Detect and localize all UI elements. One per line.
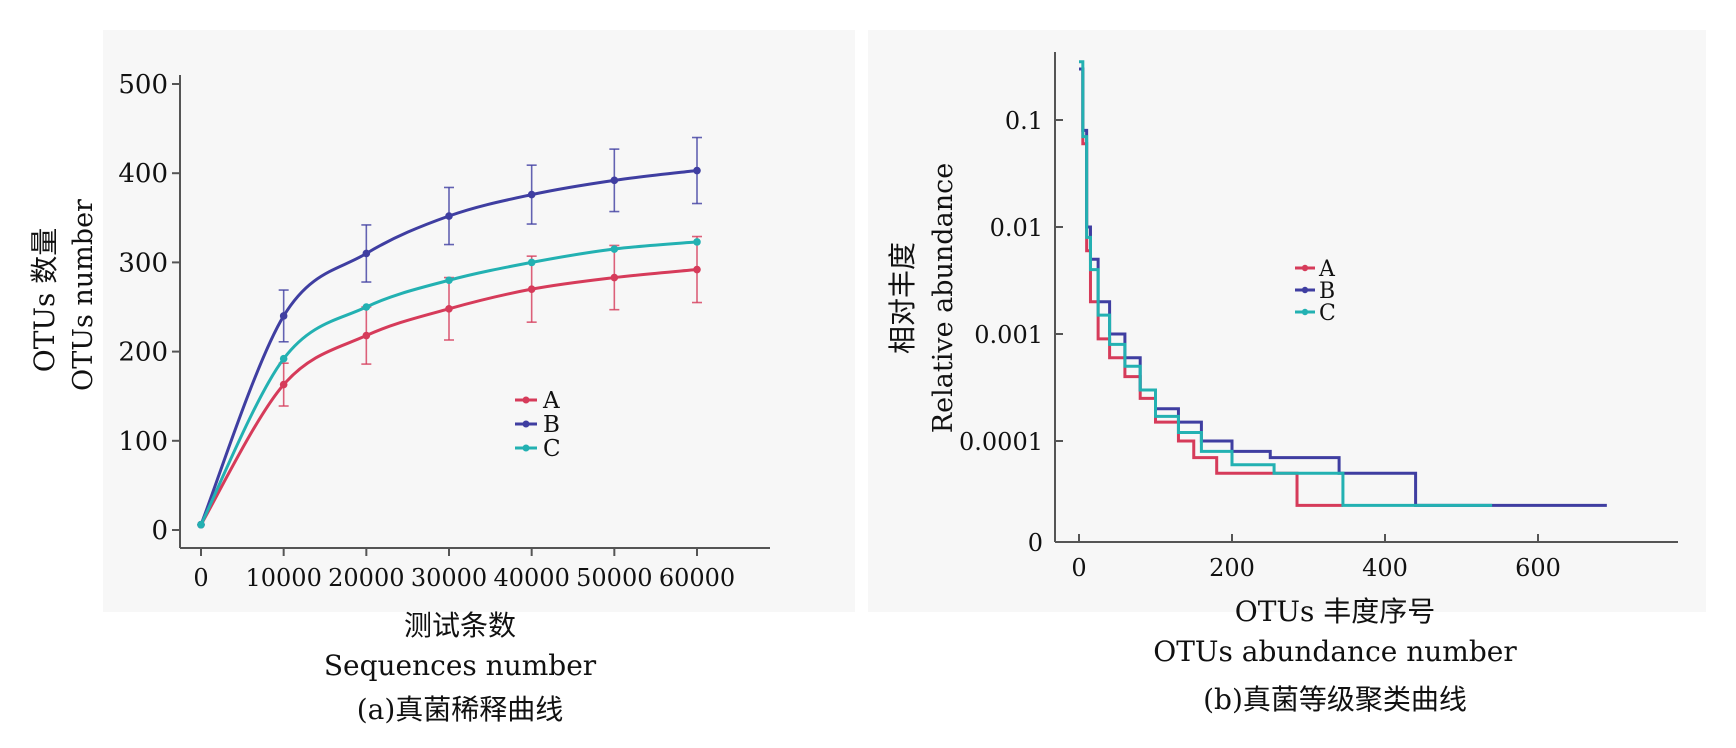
panel-a-point — [445, 212, 453, 220]
panel-b-x-tick-label: 0 — [1071, 554, 1086, 582]
panel-a-xlabel-cn: 测试条数 — [403, 609, 516, 642]
panel-a-legend: ABC — [515, 388, 561, 462]
panel-a-point — [610, 176, 619, 185]
panel-b-x-tick-label: 600 — [1515, 554, 1561, 582]
panel-b-caption: (b)真菌等级聚类曲线 — [1203, 683, 1467, 716]
panel-a-xlabel-en: Sequences number — [323, 649, 597, 682]
panel-a-point — [279, 354, 288, 363]
panel-a-ylabel-en: OTUs number — [68, 199, 99, 391]
panel-b-captions: OTUs 丰度序号 OTUs abundance number (b)真菌等级聚… — [1125, 592, 1545, 720]
panel-b-legend-label: B — [1319, 279, 1335, 304]
panel-b-legend-label: A — [1318, 257, 1336, 282]
panel-b-chart: 0 0.0001 0.001 0.01 0.1 0 200 400 600 相对丰度 Relativ… — [886, 52, 1678, 582]
panel-b-y-tick-label: 0.001 — [974, 321, 1043, 349]
panel-a-point — [693, 265, 701, 274]
panel-a-point — [362, 331, 371, 340]
panel-a-x-tick-label: 60000 — [659, 564, 735, 592]
panel-a-point — [693, 166, 701, 175]
panel-b-x-tick-label: 200 — [1209, 554, 1255, 582]
panel-a-captions: 测试条数 Sequences number (a)真菌稀释曲线 — [295, 606, 625, 730]
panel-a-legend-marker — [522, 444, 530, 452]
panel-b-line-c — [1079, 60, 1493, 507]
panel-a-caption: (a)真菌稀释曲线 — [356, 693, 564, 726]
panel-b-x-tick-label: 400 — [1362, 554, 1408, 582]
panel-a-legend-marker — [522, 396, 530, 404]
panel-b-legend-marker — [1301, 264, 1309, 272]
panel-b-ylabel-en: Relative abundance — [928, 163, 959, 433]
panel-a-point — [197, 520, 205, 529]
panel-a-y-tick-label: 0 — [151, 516, 168, 546]
panel-b-ylabel-cn: 相对丰度 — [886, 242, 919, 354]
panel-a-point — [527, 285, 536, 293]
panel-a-y-tick-label: 500 — [118, 70, 168, 100]
panel-b-y-tick-label: 0 — [1028, 529, 1043, 557]
panel-a-point — [362, 303, 371, 311]
panel-a-legend-marker — [522, 420, 530, 428]
panel-a-legend-label: B — [543, 412, 560, 438]
panel-a-y-tick-label: 100 — [118, 427, 168, 457]
panel-a-point — [610, 245, 619, 253]
panel-b-y-tick-label: 0.0001 — [959, 428, 1043, 456]
panel-a-point — [362, 249, 371, 258]
panel-a-point — [693, 238, 701, 246]
panel-b-legend: ABC — [1295, 257, 1336, 326]
panel-a-series-c — [197, 238, 701, 529]
panel-b-xlabel-en: OTUs abundance number — [1153, 635, 1517, 668]
panel-a-point — [527, 190, 536, 199]
panel-a-legend-label: C — [543, 436, 561, 462]
panel-a-y-tick-label: 400 — [118, 159, 168, 189]
panel-a-ylabel-cn: OTUs 数量 — [28, 228, 61, 373]
panel-a-y-tick-label: 200 — [118, 338, 168, 368]
panel-a-chart: 0 100 200 300 400 500 0 10000 20000 30000 40000 500… — [28, 70, 770, 592]
panel-a-x-tick-label: 40000 — [493, 564, 569, 592]
panel-a-series-b — [197, 136, 702, 529]
panel-a-y-tick-label: 300 — [118, 248, 168, 278]
panel-a-background — [103, 30, 855, 612]
panel-a-point — [279, 380, 288, 389]
panel-a-legend-label: A — [542, 388, 560, 414]
panel-a-point — [445, 276, 453, 285]
panel-a-x-tick-label: 10000 — [245, 564, 321, 592]
panel-a-x-tick-label: 30000 — [411, 564, 487, 592]
panel-a-point — [610, 273, 619, 282]
panel-b-legend-label: C — [1319, 301, 1336, 326]
panel-a-x-tick-label: 20000 — [328, 564, 404, 592]
panel-a-point — [445, 304, 453, 313]
panel-b-background — [868, 30, 1706, 612]
panel-a-point — [279, 312, 288, 320]
panel-b-legend-marker — [1301, 286, 1309, 294]
panel-a-x-tick-label: 50000 — [576, 564, 652, 592]
panel-a-point — [527, 258, 536, 267]
panel-b-line-b — [1079, 67, 1607, 507]
panel-b-y-tick-label: 0.1 — [1005, 107, 1043, 135]
panel-b-y-tick-label: 0.01 — [990, 214, 1043, 242]
panel-a-x-tick-label: 0 — [193, 564, 208, 592]
panel-b-legend-marker — [1301, 308, 1309, 316]
panel-b-xlabel-cn: OTUs 丰度序号 — [1234, 595, 1436, 628]
